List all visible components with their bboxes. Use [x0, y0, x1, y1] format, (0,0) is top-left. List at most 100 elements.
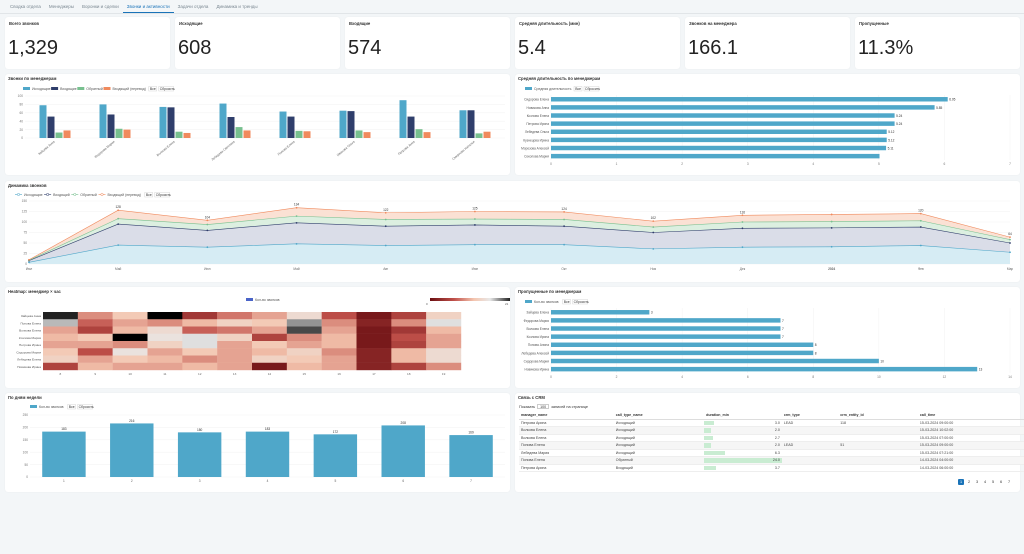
heatmap-cell[interactable]	[391, 326, 427, 334]
bar[interactable]	[243, 130, 251, 138]
legend-entry[interactable]: Исходящие	[32, 87, 51, 91]
bar[interactable]	[39, 105, 47, 138]
legend-all-button-bg[interactable]	[573, 86, 583, 92]
legend-entry[interactable]: Кол-во звонков	[255, 298, 280, 302]
heatmap-cell[interactable]	[182, 319, 218, 327]
heatmap-cell[interactable]	[252, 355, 288, 363]
heatmap-cell[interactable]	[217, 333, 253, 342]
heatmap-cell[interactable]	[217, 326, 253, 334]
legend-all-button-bg[interactable]	[67, 404, 76, 410]
legend-entry[interactable]: Входящий (перевод)	[113, 87, 146, 91]
legend-entry[interactable]: Обратный	[80, 193, 97, 197]
legend-entry[interactable]: Входящий	[53, 193, 70, 197]
heatmap-cell[interactable]	[286, 312, 322, 320]
heatmap-cell[interactable]	[182, 355, 218, 363]
legend-all-button[interactable]: Все	[150, 87, 156, 91]
data-point[interactable]	[295, 206, 298, 209]
bar[interactable]	[399, 100, 407, 138]
data-point[interactable]	[741, 227, 744, 230]
data-point[interactable]	[652, 220, 655, 223]
heatmap-cell[interactable]	[147, 326, 183, 334]
heatmap-cell[interactable]	[77, 362, 113, 371]
heatmap-cell[interactable]	[321, 362, 357, 371]
data-point[interactable]	[563, 243, 565, 246]
legend-reset-button[interactable]: Сбросить	[160, 87, 175, 91]
heatmap-cell[interactable]	[182, 341, 218, 349]
legend-all-button[interactable]: Все	[69, 405, 75, 409]
bar[interactable]	[107, 114, 115, 138]
column-header[interactable]: call_type_name	[613, 412, 705, 420]
bar[interactable]	[42, 431, 86, 477]
heatmap-cell[interactable]	[43, 348, 79, 356]
tab-4[interactable]: Задачи отдела	[177, 4, 209, 9]
bar[interactable]	[123, 129, 131, 138]
bar[interactable]	[175, 131, 183, 138]
data-point[interactable]	[563, 225, 565, 228]
table-row[interactable]: Петрова Арина Исходящий 3.0 LEAD 118 15-03-20…	[519, 419, 1024, 427]
data-point[interactable]	[919, 244, 922, 247]
bar[interactable]	[245, 431, 290, 477]
legend-reset-button-bg[interactable]	[77, 404, 93, 410]
heatmap-cell[interactable]	[426, 355, 462, 363]
bar[interactable]	[159, 106, 167, 138]
bar[interactable]	[177, 432, 222, 477]
bar[interactable]	[347, 111, 355, 138]
column-header[interactable]: duration_min	[704, 412, 782, 420]
heatmap-cell[interactable]	[321, 312, 357, 320]
heatmap-cell[interactable]	[112, 312, 148, 320]
data-point[interactable]	[1009, 251, 1011, 254]
heatmap-cell[interactable]	[321, 355, 357, 363]
heatmap-cell[interactable]	[286, 355, 322, 363]
data-point[interactable]	[117, 217, 120, 220]
legend-entry[interactable]: Кол-во звонков	[39, 405, 64, 409]
bar[interactable]	[227, 117, 235, 138]
bar[interactable]	[551, 137, 887, 143]
heatmap-cell[interactable]	[391, 333, 427, 342]
heatmap-cell[interactable]	[43, 319, 79, 327]
column-header[interactable]: manager_name	[519, 412, 614, 420]
heatmap-cell[interactable]	[252, 333, 288, 342]
legend-entry[interactable]: Входящие	[60, 87, 77, 91]
heatmap-cell[interactable]	[391, 355, 427, 363]
heatmap-cell[interactable]	[286, 362, 322, 371]
bar[interactable]	[551, 310, 650, 315]
page-button[interactable]: 1	[958, 479, 964, 485]
data-point[interactable]	[652, 247, 655, 250]
legend-entry[interactable]: Средняя длительность	[534, 87, 572, 91]
heatmap-cell[interactable]	[147, 333, 183, 342]
heatmap-cell[interactable]	[182, 348, 218, 356]
heatmap-cell[interactable]	[77, 326, 113, 334]
heatmap-cell[interactable]	[147, 319, 183, 327]
bar[interactable]	[551, 318, 781, 323]
bar[interactable]	[279, 111, 287, 138]
tab-2[interactable]: Воронки и сделки	[81, 4, 119, 9]
heatmap-cell[interactable]	[356, 348, 392, 356]
data-point[interactable]	[117, 244, 120, 246]
table-row[interactable]: Лебедева Мария Исходящий 6.3 15-03-2024 07:…	[519, 449, 1024, 457]
data-point[interactable]	[563, 211, 565, 213]
heatmap-cell[interactable]	[426, 362, 462, 371]
data-point[interactable]	[474, 243, 476, 246]
heatmap-cell[interactable]	[112, 341, 148, 349]
bar[interactable]	[551, 326, 781, 331]
heatmap-cell[interactable]	[426, 319, 462, 327]
heatmap-cell[interactable]	[43, 341, 79, 349]
bar[interactable]	[303, 131, 311, 138]
table-row[interactable]: Волкова Елена Исходящий 2.0 15-03-2024 10:0…	[519, 426, 1024, 435]
heatmap-cell[interactable]	[112, 348, 148, 356]
data-point[interactable]	[384, 225, 387, 228]
heatmap-cell[interactable]	[112, 355, 148, 363]
heatmap-cell[interactable]	[217, 348, 253, 356]
heatmap-cell[interactable]	[217, 355, 253, 363]
page-button[interactable]: 5	[991, 480, 995, 484]
bar[interactable]	[55, 132, 63, 138]
heatmap-cell[interactable]	[321, 348, 357, 356]
heatmap-cell[interactable]	[43, 362, 79, 371]
table-row[interactable]: Попова Елена Исходящий 2.0 LEAD 51 15-03-2024…	[519, 441, 1024, 450]
data-point[interactable]	[830, 245, 833, 248]
bar[interactable]	[551, 105, 935, 110]
heatmap-cell[interactable]	[286, 326, 322, 334]
bar[interactable]	[551, 358, 879, 364]
heatmap-cell[interactable]	[252, 319, 288, 327]
legend-reset-button[interactable]: Сбросить	[156, 193, 171, 197]
